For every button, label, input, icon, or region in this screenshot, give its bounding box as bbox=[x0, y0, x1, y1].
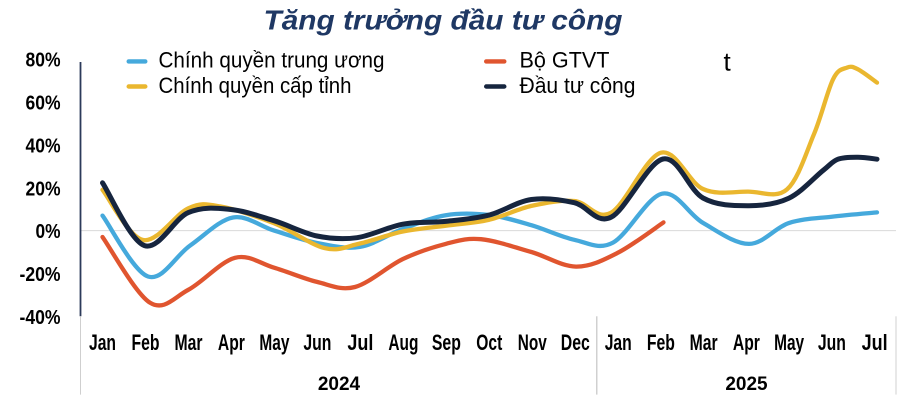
svg-text:Chính quyền cấp tỉnh: Chính quyền cấp tỉnh bbox=[159, 73, 352, 98]
svg-text:80%: 80% bbox=[26, 50, 61, 72]
svg-text:Sep: Sep bbox=[432, 330, 461, 355]
svg-text:Oct: Oct bbox=[476, 330, 502, 355]
svg-text:Dec: Dec bbox=[561, 330, 590, 355]
svg-text:Apr: Apr bbox=[218, 330, 245, 355]
svg-text:May: May bbox=[259, 330, 290, 355]
svg-text:Mar: Mar bbox=[175, 330, 203, 355]
svg-text:t: t bbox=[724, 47, 732, 77]
svg-text:Mar: Mar bbox=[690, 330, 718, 355]
svg-text:Jul: Jul bbox=[347, 330, 373, 355]
svg-text:40%: 40% bbox=[26, 135, 61, 157]
svg-text:Feb: Feb bbox=[132, 330, 160, 355]
svg-text:0%: 0% bbox=[36, 221, 61, 243]
svg-text:Nov: Nov bbox=[518, 330, 548, 355]
svg-text:60%: 60% bbox=[26, 93, 61, 115]
svg-text:Jul: Jul bbox=[862, 330, 888, 355]
svg-text:-40%: -40% bbox=[20, 307, 61, 329]
svg-text:Bộ GTVT: Bộ GTVT bbox=[520, 48, 610, 73]
svg-text:Đầu tư công: Đầu tư công bbox=[520, 73, 636, 98]
svg-text:May: May bbox=[774, 330, 805, 355]
svg-text:2025: 2025 bbox=[725, 374, 768, 395]
svg-text:-20%: -20% bbox=[20, 264, 61, 286]
svg-text:2024: 2024 bbox=[318, 374, 361, 395]
svg-text:Tăng trưởng đầu tư công: Tăng trưởng đầu tư công bbox=[264, 5, 623, 36]
svg-text:20%: 20% bbox=[26, 178, 61, 200]
svg-text:Jan: Jan bbox=[89, 330, 116, 355]
svg-text:Jan: Jan bbox=[605, 330, 632, 355]
svg-text:Jun: Jun bbox=[303, 330, 331, 355]
svg-text:Chính quyền trung ương: Chính quyền trung ương bbox=[159, 48, 385, 73]
svg-text:Apr: Apr bbox=[733, 330, 760, 355]
svg-text:Feb: Feb bbox=[647, 330, 675, 355]
svg-text:Aug: Aug bbox=[388, 330, 418, 355]
svg-text:Jun: Jun bbox=[818, 330, 846, 355]
